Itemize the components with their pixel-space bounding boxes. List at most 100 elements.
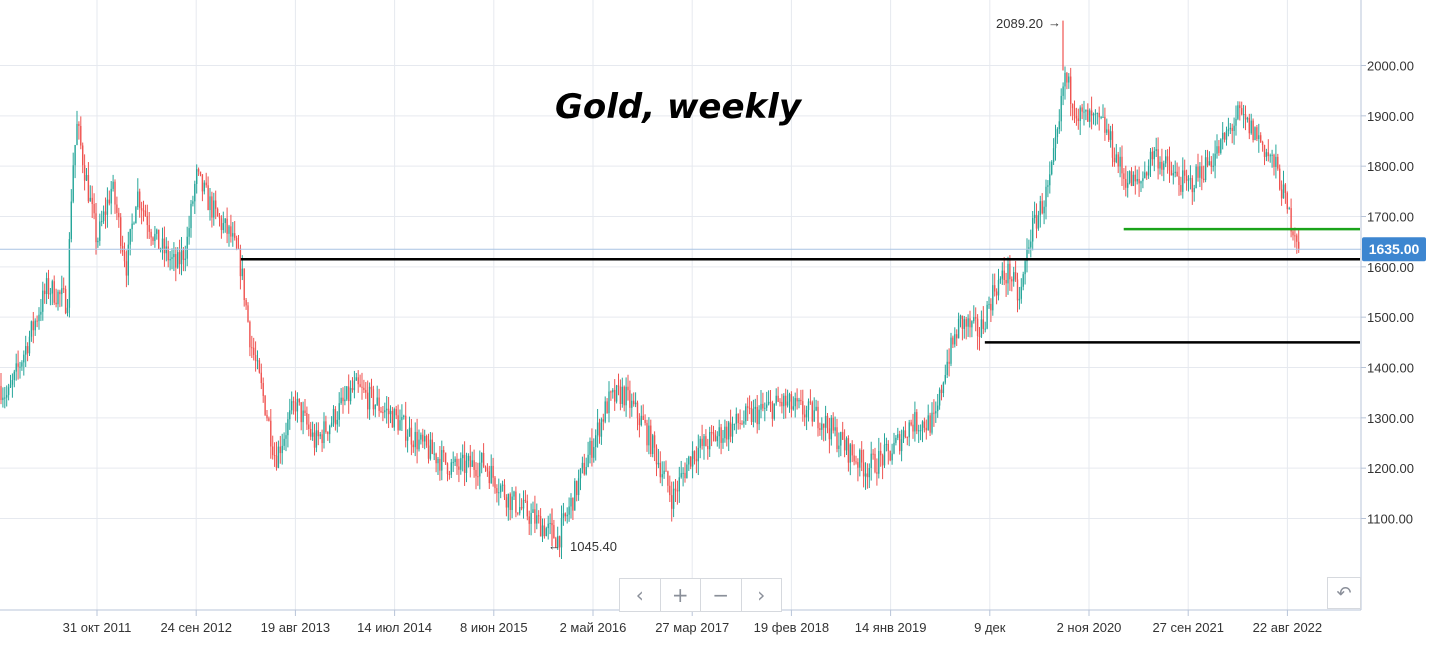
candle-body [289,410,291,420]
candle-body [473,460,475,470]
candle-body [313,432,316,448]
candle-body [583,462,585,475]
candle-body [669,485,671,496]
candle [975,307,977,332]
x-tick-label: 19 авг 2013 [261,620,330,635]
candle [976,314,979,350]
chevron-right-icon[interactable]: › [757,583,766,607]
candle [665,460,667,472]
candle [395,405,397,420]
undo-icon[interactable]: ↶ [1327,577,1361,609]
candle-body [80,125,82,146]
candle [380,406,382,414]
candle [1045,179,1047,220]
candle [1115,143,1117,164]
chevron-left-icon[interactable]: ‹ [620,579,661,611]
candle [446,462,449,482]
candle-body [522,499,525,509]
candle-body [1041,201,1043,214]
candle [1261,140,1264,152]
candle [226,207,228,244]
candle [102,205,105,224]
low-label: 1045.40 [570,539,617,554]
candle [492,457,494,487]
candle [1182,157,1184,199]
candle [1296,233,1298,254]
candle [199,171,202,177]
candle-body [631,400,633,408]
candle [1233,117,1235,145]
candle [427,433,430,464]
candle-body [986,304,988,329]
candle-body [1151,151,1154,160]
candle [245,298,247,310]
candle [243,268,245,307]
candle [1136,169,1138,185]
candle [1151,147,1154,166]
current-price-tag-bg [1362,237,1426,262]
candle-body [1058,121,1060,130]
candle [256,350,259,370]
candle-body [855,461,857,463]
candle-body [851,444,853,456]
candle-body [606,401,608,414]
candle [188,215,190,245]
candle [131,213,133,242]
candle [944,364,946,385]
candle [1271,149,1273,168]
plus-icon[interactable]: + [661,579,701,611]
candle-body [1252,120,1254,141]
minus-icon[interactable]: − [701,579,742,611]
candle-body [230,226,232,237]
candle [709,426,711,458]
candle-body [1206,157,1209,166]
candle [351,377,354,393]
candle-body [1142,178,1144,182]
candle-body [503,484,506,498]
candle-body [1185,175,1188,181]
candle [764,402,766,422]
candle-body [682,472,684,474]
candle [1138,166,1140,197]
candle [604,396,606,424]
candle-body [1204,157,1207,180]
candle [1056,127,1059,144]
candle [268,416,270,422]
candle-body [1005,279,1007,284]
candle [21,360,23,371]
candle-body [178,252,181,265]
candle-body [190,203,192,229]
candle-body [1083,111,1085,113]
candle-body [348,386,350,402]
candle-body [370,386,373,390]
candle-body [1079,107,1081,122]
current-price-label: 1635.00 [1369,241,1420,257]
candle [653,431,656,462]
candle-body [99,221,101,241]
candle-body [1159,161,1161,169]
candle-body [87,175,90,202]
candle-body [511,496,513,511]
candle-body [771,402,774,419]
y-tick-label: 1400.00 [1367,361,1414,376]
candle [4,386,6,409]
candle-body [1166,156,1169,161]
candle-body [880,450,882,456]
candle [900,429,903,462]
candle [273,442,276,467]
candle [1260,132,1262,143]
candle-body [1250,120,1252,134]
candle-body [196,169,198,184]
candle-body [456,458,458,467]
candle-body [184,258,186,260]
candle [112,174,114,192]
candle [1037,210,1040,231]
candle [95,203,97,255]
candle-body [1246,117,1249,120]
candle-body [866,473,869,478]
candle-body [1136,178,1138,182]
candle [640,405,642,427]
candle-body [1265,152,1268,157]
